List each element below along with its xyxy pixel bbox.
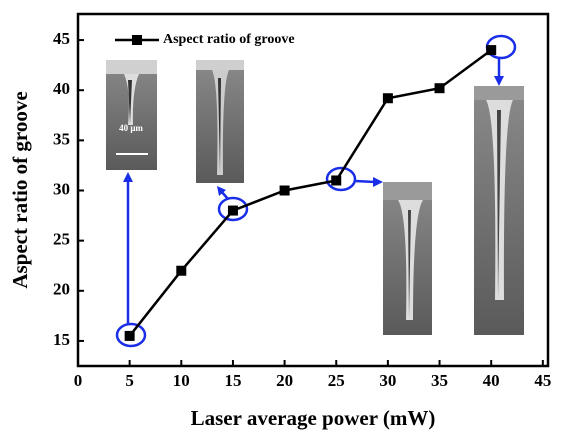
legend-marker	[132, 35, 142, 45]
chart: 40 μm Laser average power (mW) Aspect ra…	[0, 0, 570, 437]
arrow-head	[123, 76, 504, 196]
y-tick-label: 45	[53, 29, 70, 48]
scale-bar-label: 40 μm	[119, 123, 143, 133]
x-tick-label: 25	[328, 371, 345, 390]
legend-label: Aspect ratio of groove	[163, 32, 295, 47]
x-tick-label: 0	[74, 371, 83, 390]
data-point	[280, 186, 290, 196]
data-point	[383, 93, 393, 103]
x-tick-label: 5	[125, 371, 134, 390]
x-tick-label: 45	[534, 371, 551, 390]
y-axis-title: Aspect ratio of groove	[8, 91, 32, 288]
y-tick-label: 40	[53, 79, 70, 98]
x-tick-label: 35	[431, 371, 448, 390]
y-tick-label: 15	[53, 330, 70, 349]
data-point	[125, 331, 135, 341]
x-axis-title: Laser average power (mW)	[191, 406, 436, 430]
x-tick-label: 20	[276, 371, 293, 390]
data-point	[176, 266, 186, 276]
sem-inset	[106, 60, 157, 170]
data-point	[435, 83, 445, 93]
x-tick-label: 30	[379, 371, 396, 390]
y-tick-label: 30	[53, 179, 70, 198]
sem-inset	[474, 86, 524, 335]
y-tick-label: 25	[53, 230, 70, 249]
data-point	[228, 206, 238, 216]
x-tick-label: 40	[483, 371, 500, 390]
highlight	[117, 36, 515, 346]
y-tick-label: 20	[53, 280, 70, 299]
data-point	[331, 175, 341, 185]
x-tick-label: 10	[173, 371, 190, 390]
sem-inset	[196, 60, 244, 183]
y-tick-label: 35	[53, 129, 70, 148]
x-tick-label: 15	[224, 371, 241, 390]
sem-inset	[383, 182, 432, 335]
data-point	[486, 45, 496, 55]
